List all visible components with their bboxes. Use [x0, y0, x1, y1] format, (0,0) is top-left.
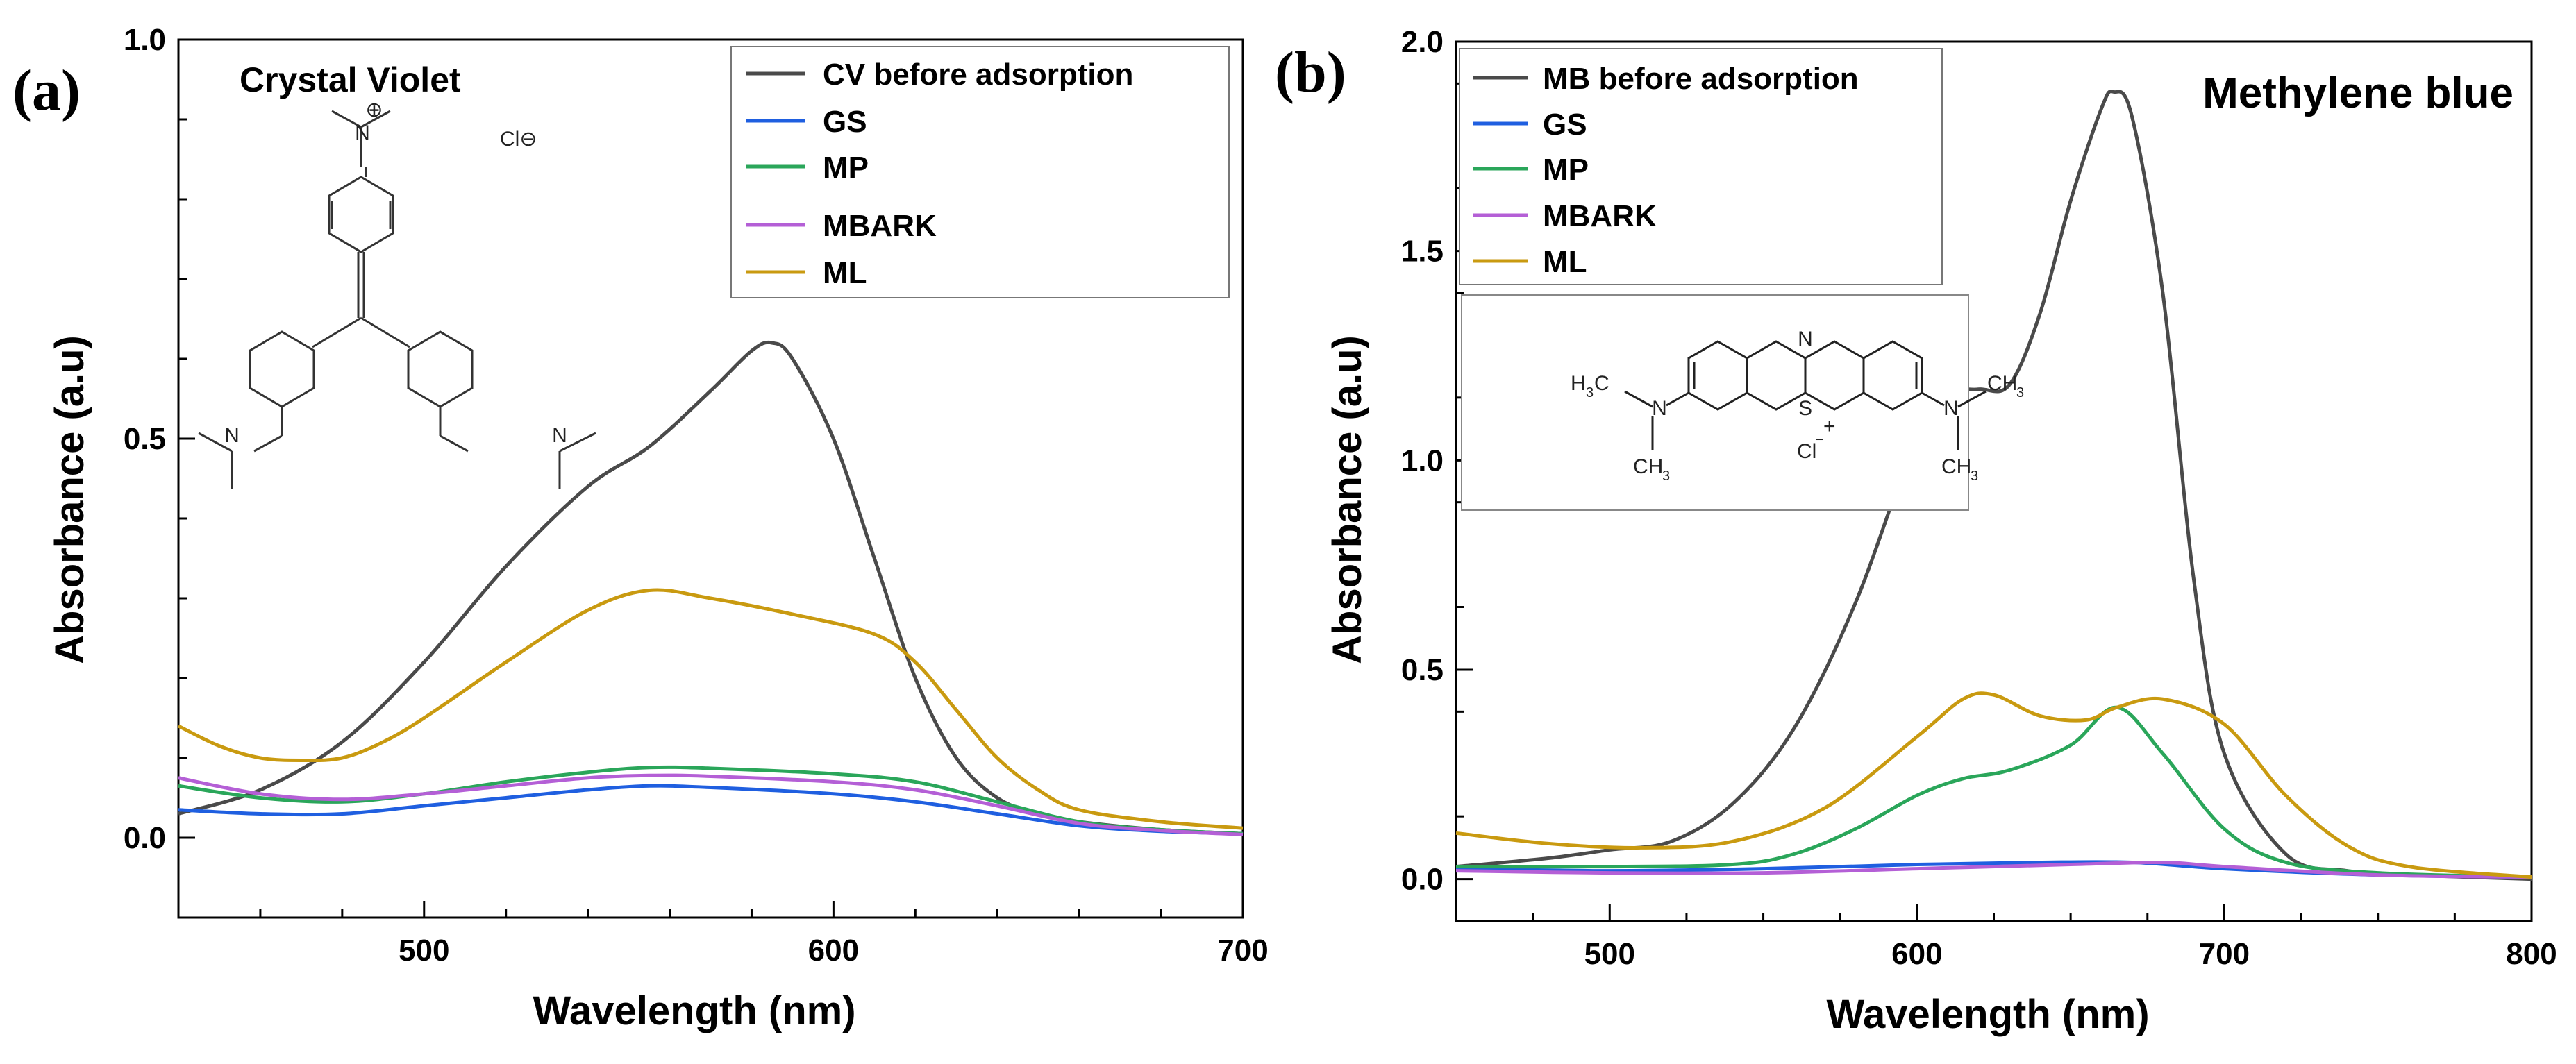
mb-anion-cl: Cl [1797, 440, 1816, 463]
y-tick-label: 1.0 [124, 23, 166, 57]
panel-b-legend-item: MB before adsorption [1473, 62, 1859, 96]
series-line-mp [1455, 705, 2532, 879]
cv-anion-label: Cl⊖ [500, 128, 537, 151]
panel-a-legend-box [730, 46, 1230, 298]
legend-label-cv: CV before adsorption [823, 58, 1133, 92]
panel-a-legend-item: MBARK [746, 209, 937, 243]
series-line-mbark [1455, 860, 2532, 879]
series-line-mp [178, 765, 1244, 836]
series-line-ml [1455, 691, 2532, 879]
mb-ring-bonds [1624, 340, 1987, 450]
panel-a-y-axis-title: Absorbance (a.u) [47, 335, 92, 664]
mb-ch3-bottom-right: CH 3 [1941, 455, 1978, 484]
mb-ch3-bl-c: CH [1633, 455, 1663, 478]
mb-atoms: N S + N N H 3 C CH 3 CH 3 [1571, 328, 2024, 484]
panel-a-series-lines [177, 340, 1244, 836]
panel-a-chart-title: Crystal Violet [240, 60, 461, 99]
panel-b-axis-ticks: 500 600 700 800 0.0 0.5 1.0 1.5 2.0 [1401, 25, 2557, 971]
panel-b-chart-title: Methylene blue [2202, 69, 2514, 117]
panel-a-legend: CV before adsorption GS MP MBARK ML [730, 46, 1230, 298]
cv-left-n-label: N [224, 424, 240, 447]
methylene-blue-structure: N S + N N H 3 C CH 3 CH 3 [1461, 294, 2024, 511]
series-line-mbark [178, 773, 1244, 836]
panel-a-plot-frame [177, 38, 1244, 919]
panel-a-axis-ticks: 500 600 700 0.0 0.5 1.0 [124, 23, 1269, 968]
mb-anion-charge: − [1816, 432, 1824, 448]
crystal-violet-atoms: N ⊕ Cl⊖ N N [224, 99, 567, 447]
panel-b-x-axis-title: Wavelength (nm) [1826, 992, 2149, 1037]
structure-inset-box [1461, 294, 1969, 511]
mb-h3c-c: C [1594, 372, 1609, 395]
mb-h3c-h: H [1571, 372, 1586, 395]
y-tick-label: 0.0 [1401, 863, 1444, 897]
x-tick-label: 500 [1584, 937, 1635, 971]
panel-a-legend-item: CV before adsorption [746, 58, 1133, 92]
panel-a-legend-item: GS [746, 105, 867, 139]
panel-b-label: (b) [1275, 40, 1346, 105]
x-tick-label: 600 [808, 934, 859, 968]
mb-ch3-bottom-left: CH 3 [1633, 455, 1670, 484]
y-tick-label: 0.5 [1401, 653, 1444, 687]
series-line-mb-before-adsorption [1455, 90, 2532, 881]
panel-a-legend-item: MP [746, 151, 869, 185]
panel-b-legend-item: ML [1473, 245, 1587, 279]
mb-ring-s: S [1798, 397, 1812, 420]
legend-label-mp: MP [823, 151, 869, 185]
series-line-gs [178, 784, 1244, 836]
mb-ch3-bl-sub: 3 [1662, 468, 1670, 484]
mb-anion: Cl − [1797, 432, 1824, 463]
mb-ch3-right: CH 3 [1987, 372, 2024, 400]
panel-a: (a) 500 600 700 0.0 0.5 1.0 Wavelength (nm) A… [12, 23, 1269, 1033]
mb-ch3-r-sub: 3 [2016, 385, 2024, 400]
legend-label-ml: ML [823, 256, 867, 290]
x-tick-label: 600 [1891, 937, 1942, 971]
cv-cation-n-label: N [355, 121, 370, 144]
x-tick-label: 800 [2506, 937, 2557, 971]
mb-h3c-left: H 3 C [1571, 372, 1609, 400]
cv-cation-charge: ⊕ [365, 99, 383, 121]
legend-label-gs: GS [1543, 108, 1587, 142]
legend-label-gs: GS [823, 105, 867, 139]
panel-a-legend-item: ML [746, 256, 867, 290]
panel-b-series-lines [1455, 90, 2532, 881]
mb-ch3-br-c: CH [1941, 455, 1971, 478]
panel-b: (b) 500 600 700 800 0.0 0.5 1.0 1.5 2.0 Waveleng… [1275, 25, 2557, 1037]
y-tick-label: 1.0 [1401, 444, 1444, 478]
x-tick-label: 700 [2199, 937, 2250, 971]
y-tick-label: 1.5 [1401, 235, 1444, 269]
panel-b-y-axis-title: Absorbance (a.u) [1325, 335, 1370, 664]
panel-b-legend-item: MP [1473, 153, 1589, 187]
mb-ch3-br-sub: 3 [1971, 468, 1978, 484]
legend-label-mb: MB before adsorption [1543, 62, 1859, 96]
y-tick-label: 0.0 [124, 821, 166, 855]
legend-label-ml: ML [1543, 245, 1587, 279]
panel-b-legend-item: MBARK [1473, 199, 1657, 233]
mb-ch3-r-c: CH [1987, 372, 2017, 395]
series-line-ml [177, 588, 1244, 830]
mb-h3c-sub: 3 [1586, 385, 1594, 400]
mb-plus-charge: + [1823, 415, 1836, 438]
panel-a-label: (a) [12, 58, 81, 123]
crystal-violet-structure [198, 110, 596, 489]
y-tick-label: 0.5 [124, 422, 166, 456]
panel-a-x-axis-title: Wavelength (nm) [533, 988, 855, 1033]
panel-b-legend-item: GS [1473, 108, 1587, 142]
mb-ring-n: N [1798, 328, 1813, 351]
x-tick-label: 700 [1217, 934, 1268, 968]
y-tick-label: 2.0 [1401, 25, 1444, 59]
legend-label-mbark: MBARK [1543, 199, 1657, 233]
cv-right-n-label: N [552, 424, 567, 447]
panel-b-legend-box [1459, 48, 1943, 285]
panel-b-legend: MB before adsorption GS MP MBARK ML [1459, 48, 1943, 285]
mb-left-n: N [1652, 397, 1667, 420]
legend-label-mbark: MBARK [823, 209, 937, 243]
legend-label-mp: MP [1543, 153, 1589, 187]
mb-right-n: N [1943, 397, 1959, 420]
x-tick-label: 500 [399, 934, 449, 968]
